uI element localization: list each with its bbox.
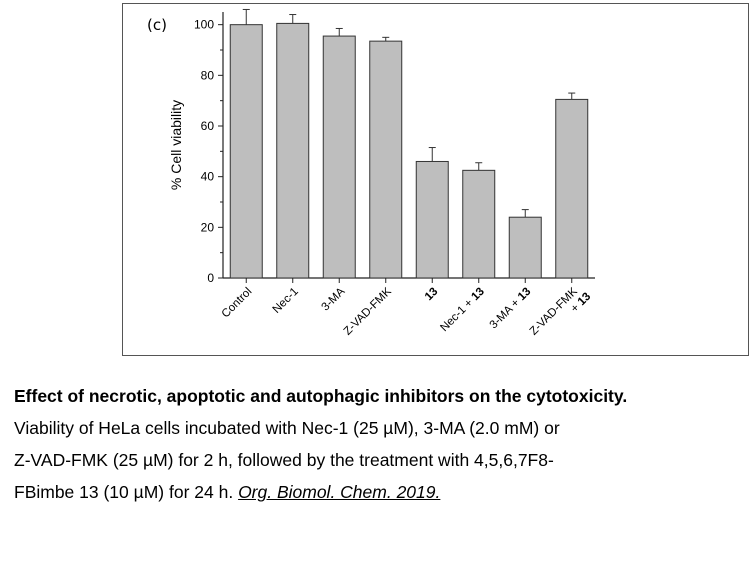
y-tick-label: 40	[201, 170, 215, 184]
x-tick-label: 3-MA + 13	[488, 286, 534, 332]
bar	[555, 98, 589, 279]
caption-line-1: Viability of HeLa cells incubated with N…	[14, 418, 560, 438]
figure-caption: Effect of necrotic, apoptotic and autoph…	[14, 384, 754, 512]
y-axis-label: % Cell viability	[168, 100, 184, 190]
figure-frame: (c) 0 20 40 60 80 100 % Cell viability Control N…	[122, 3, 749, 356]
citation-link[interactable]: Org. Biomol. Chem. 2019.	[238, 482, 441, 502]
caption-line-3: FBimbe 13 (10 µM) for 24 h. Org. Biomol.…	[14, 480, 754, 504]
caption-line-2: Z-VAD-FMK (25 µM) for 2 h, followed by t…	[14, 450, 554, 470]
x-tick-label: 3-MA	[319, 285, 347, 313]
bar	[276, 22, 310, 279]
x-tick-label: Z-VAD-FMK+ 13	[528, 281, 594, 347]
y-tick-label: 100	[194, 18, 214, 32]
panel-label: (c)	[147, 16, 167, 34]
bar	[229, 24, 263, 279]
caption-line-3-text: FBimbe 13 (10 µM) for 24 h.	[14, 482, 239, 502]
y-tick-label: 80	[201, 68, 215, 82]
y-tick-label: 60	[201, 119, 215, 133]
bar	[322, 35, 356, 279]
caption-title: Effect of necrotic, apoptotic and autoph…	[14, 386, 628, 406]
x-tick-label: Control	[220, 286, 255, 321]
x-tick-label: 13	[423, 286, 441, 304]
bar	[415, 160, 449, 279]
bar-chart: (c) 0 20 40 60 80 100 % Cell viability Control N…	[147, 8, 595, 347]
x-tick-label: Nec-1 + 13	[438, 286, 487, 335]
bar	[508, 216, 542, 279]
y-tick-label: 0	[207, 271, 214, 285]
bar	[462, 169, 496, 279]
x-tick-label: Z-VAD-FMK	[342, 285, 394, 337]
bar	[369, 40, 403, 279]
x-tick-label: Nec-1	[271, 286, 301, 316]
y-tick-label: 20	[201, 220, 215, 234]
